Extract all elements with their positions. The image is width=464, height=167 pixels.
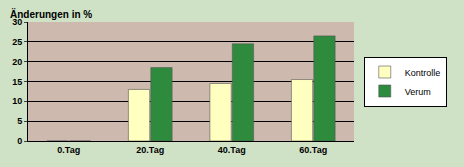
svg-text:30: 30: [12, 17, 22, 27]
svg-text:Änderungen in %: Änderungen in %: [10, 8, 92, 20]
svg-text:0: 0: [17, 136, 22, 146]
svg-text:Verum: Verum: [405, 87, 431, 97]
svg-text:10: 10: [12, 96, 22, 106]
svg-text:0.Tag: 0.Tag: [57, 145, 80, 155]
svg-text:25: 25: [12, 37, 22, 47]
svg-text:Kontrolle: Kontrolle: [405, 68, 441, 78]
svg-text:40.Tag: 40.Tag: [218, 145, 246, 155]
svg-text:5: 5: [17, 116, 22, 126]
svg-text:20: 20: [12, 57, 22, 67]
svg-text:20.Tag: 20.Tag: [136, 145, 164, 155]
svg-text:60.Tag: 60.Tag: [299, 145, 327, 155]
svg-text:15: 15: [12, 77, 22, 87]
